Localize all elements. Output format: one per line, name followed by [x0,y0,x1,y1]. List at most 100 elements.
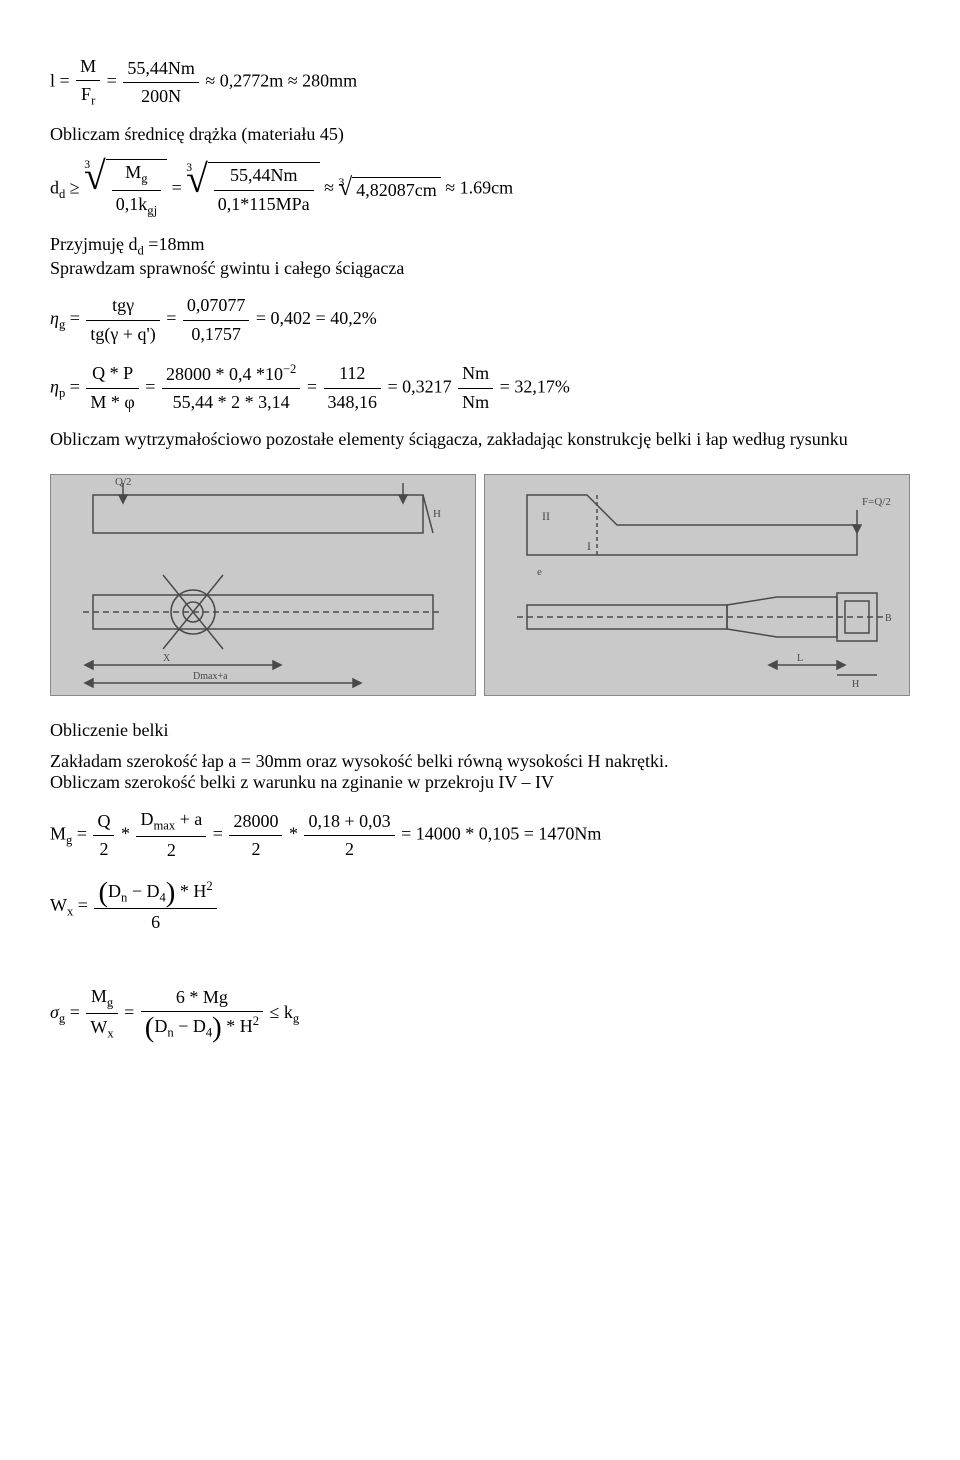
numerator: Q [93,809,114,836]
denominator: 2 [136,837,206,863]
text: − D [127,881,159,901]
text: F [81,84,91,104]
svg-text:H: H [852,679,859,690]
numerator: 55,44Nm [123,56,199,83]
superscript: 2 [206,879,212,893]
subscript: r [91,94,95,108]
denominator: Nm [458,389,493,415]
fraction: (Dn − D4) * H2 6 [94,878,216,935]
fraction: 0,18 + 0,03 2 [304,809,394,862]
equation-l: l = M Fr = 55,44Nm 200N ≈ 0,2772m ≈ 280m… [50,54,910,110]
cube-root: 3 √ Mg 0,1kgj [84,159,167,219]
text: σ [50,1002,59,1022]
text: D [108,881,121,901]
text: η [50,376,59,396]
fraction: 0,07077 0,1757 [183,293,250,346]
numerator: Dmax + a [136,807,206,837]
eq-text: ≈ 0,2772m ≈ 280mm [205,70,357,90]
equation-eta-p: ηp = Q * P M * φ = 28000 * 0,4 *10−2 55,… [50,361,910,415]
eq-text: = [213,824,223,844]
text: Sprawdzam sprawność gwintu i całego ścią… [50,258,404,278]
text: 28000 * 0,4 *10 [166,364,283,384]
paren: ( [98,876,108,908]
numerator: 0,07077 [183,293,250,320]
denominator: 200N [123,83,199,109]
denominator: 2 [93,836,114,862]
superscript: −2 [283,362,296,376]
numerator: 28000 [229,809,282,836]
subscript: g [59,318,65,332]
text: Zakładam szerokość łap a = 30mm oraz wys… [50,751,669,771]
drawing-right-svg: F=Q/2 II I e L H B [485,475,909,695]
svg-text:F=Q/2: F=Q/2 [862,496,891,508]
fraction: 55,44Nm 200N [123,56,199,109]
subscript: p [59,386,65,400]
text: Przyjmuję d [50,234,138,254]
denominator: 0,1kgj [112,191,161,220]
svg-text:I: I [587,539,591,553]
radical-sign: √ [338,177,352,203]
eq-text: = [145,376,155,396]
denominator: 2 [229,836,282,862]
paren: ( [145,1012,155,1044]
denominator: 6 [94,909,216,935]
eq-text: = [124,1002,134,1022]
fraction: Q 2 [93,809,114,862]
svg-text:II: II [542,509,550,523]
denominator: 0,1757 [183,321,250,347]
equation-wx: Wx = (Dn − D4) * H2 6 [50,878,910,935]
numerator: 112 [324,361,382,388]
denominator: tg(γ + q') [86,321,159,347]
paragraph: Obliczenie belki [50,720,910,741]
fraction: 55,44Nm 0,1*115MPa [214,163,314,216]
eq-text: = [77,824,87,844]
paragraph: Obliczam wytrzymałościowo pozostałe elem… [50,429,910,450]
numerator: Mg [86,984,117,1014]
svg-text:H: H [433,508,441,520]
eq-text: * [289,824,298,844]
eq-text: = 32,17% [500,376,570,396]
numerator: 55,44Nm [214,163,314,190]
denominator: (Dn − D4) * H2 [141,1012,263,1042]
equation-dd: dd ≥ 3 √ Mg 0,1kgj = 3 √ 55,44Nm 0,1*115… [50,159,910,219]
eq-text: * [121,824,130,844]
radical-sign: √ [186,162,208,216]
text: D [154,1016,167,1036]
numerator: tgγ [86,293,159,320]
radical-sign: √ [84,159,106,219]
denominator: Fr [76,81,100,110]
eq-text: = [107,70,117,90]
numerator: 0,18 + 0,03 [304,809,394,836]
figure-drawings: Q/2 H X Dmax+a F=Q/2 [50,474,910,696]
subscript: g [107,996,113,1010]
text: W [90,1017,107,1037]
numerator: Q * P [86,361,138,388]
subscript: d [138,243,144,257]
denominator: 2 [304,836,394,862]
subscript: x [67,904,73,918]
fraction: Q * P M * φ [86,361,138,414]
equation-eta-g: ηg = tgγ tg(γ + q') = 0,07077 0,1757 = 0… [50,293,910,346]
fraction: 6 * Mg (Dn − D4) * H2 [141,985,263,1042]
eq-text: = [78,894,88,914]
paren: ) [166,876,176,908]
eq-text: = [172,178,182,198]
fraction: 28000 * 0,4 *10−2 55,44 * 2 * 3,14 [162,361,300,415]
subscript: max [153,819,175,833]
fraction: Mg 0,1kgj [112,160,161,219]
eq-text: = 0,402 = 40,2% [256,308,377,328]
fraction: 28000 2 [229,809,282,862]
eq-text: = [307,376,317,396]
text: =18mm [148,234,204,254]
text: η [50,308,59,328]
eq-text: ≈ [324,178,334,198]
text: Obliczam szerokość belki z warunku na zg… [50,772,554,792]
fraction: tgγ tg(γ + q') [86,293,159,346]
eq-text: ≈ 1.69cm [445,178,513,198]
subscript: g [141,172,147,186]
text: 0,1k [116,194,148,214]
fraction: 112 348,16 [324,361,382,414]
svg-text:Q/2: Q/2 [115,476,132,488]
equation-mg: Mg = Q 2 * Dmax + a 2 = 28000 2 * 0,18 +… [50,807,910,863]
text: M [125,162,141,182]
